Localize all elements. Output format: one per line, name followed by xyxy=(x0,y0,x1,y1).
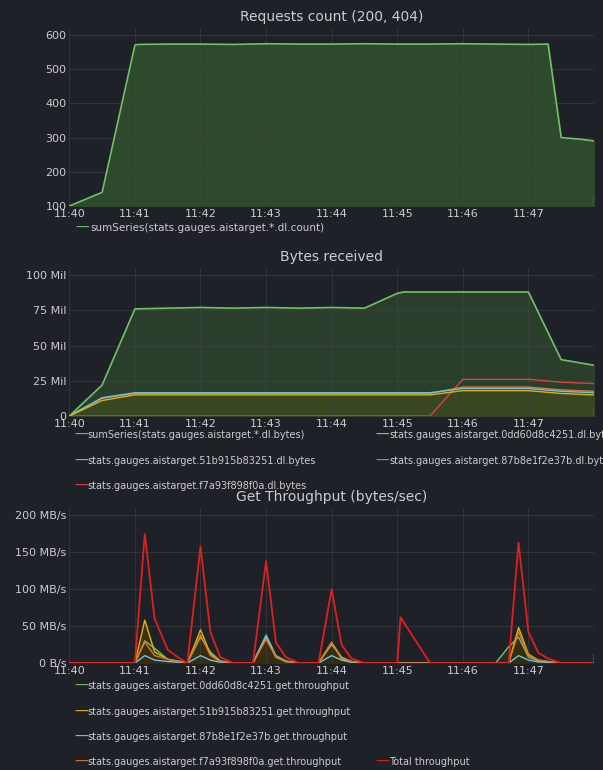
Text: stats.gauges.aistarget.51b915b83251.get.throughput: stats.gauges.aistarget.51b915b83251.get.… xyxy=(87,707,351,717)
Text: —: — xyxy=(75,220,89,235)
Text: Total throughput: Total throughput xyxy=(389,758,470,768)
Text: J: J xyxy=(592,197,594,206)
Text: —: — xyxy=(74,755,88,769)
Text: —: — xyxy=(376,755,390,769)
Text: —: — xyxy=(74,454,88,467)
Text: stats.gauges.aistarget.87b8e1f2e37b.dl.bytes: stats.gauges.aistarget.87b8e1f2e37b.dl.b… xyxy=(389,456,603,466)
Title: Get Throughput (bytes/sec): Get Throughput (bytes/sec) xyxy=(236,490,428,504)
Text: J: J xyxy=(592,407,594,416)
Text: —: — xyxy=(74,679,88,693)
Text: —: — xyxy=(74,705,88,718)
Text: stats.gauges.aistarget.87b8e1f2e37b.get.throughput: stats.gauges.aistarget.87b8e1f2e37b.get.… xyxy=(87,732,347,742)
Text: —: — xyxy=(376,454,390,467)
Title: Bytes received: Bytes received xyxy=(280,250,383,264)
Text: stats.gauges.aistarget.f7a93f898f0a.dl.bytes: stats.gauges.aistarget.f7a93f898f0a.dl.b… xyxy=(87,481,307,491)
Text: —: — xyxy=(74,479,88,493)
Text: J: J xyxy=(592,654,594,663)
Text: sumSeries(stats.gauges.aistarget.*.dl.count): sumSeries(stats.gauges.aistarget.*.dl.co… xyxy=(90,223,324,233)
Text: —: — xyxy=(74,730,88,744)
Text: stats.gauges.aistarget.f7a93f898f0a.get.throughput: stats.gauges.aistarget.f7a93f898f0a.get.… xyxy=(87,758,341,768)
Text: stats.gauges.aistarget.0dd60d8c4251.get.throughput: stats.gauges.aistarget.0dd60d8c4251.get.… xyxy=(87,681,349,691)
Text: —: — xyxy=(376,428,390,442)
Text: stats.gauges.aistarget.51b915b83251.dl.bytes: stats.gauges.aistarget.51b915b83251.dl.b… xyxy=(87,456,316,466)
Text: stats.gauges.aistarget.0dd60d8c4251.dl.bytes: stats.gauges.aistarget.0dd60d8c4251.dl.b… xyxy=(389,430,603,440)
Title: Requests count (200, 404): Requests count (200, 404) xyxy=(240,10,423,24)
Text: —: — xyxy=(74,428,88,442)
Text: sumSeries(stats.gauges.aistarget.*.dl.bytes): sumSeries(stats.gauges.aistarget.*.dl.by… xyxy=(87,430,305,440)
